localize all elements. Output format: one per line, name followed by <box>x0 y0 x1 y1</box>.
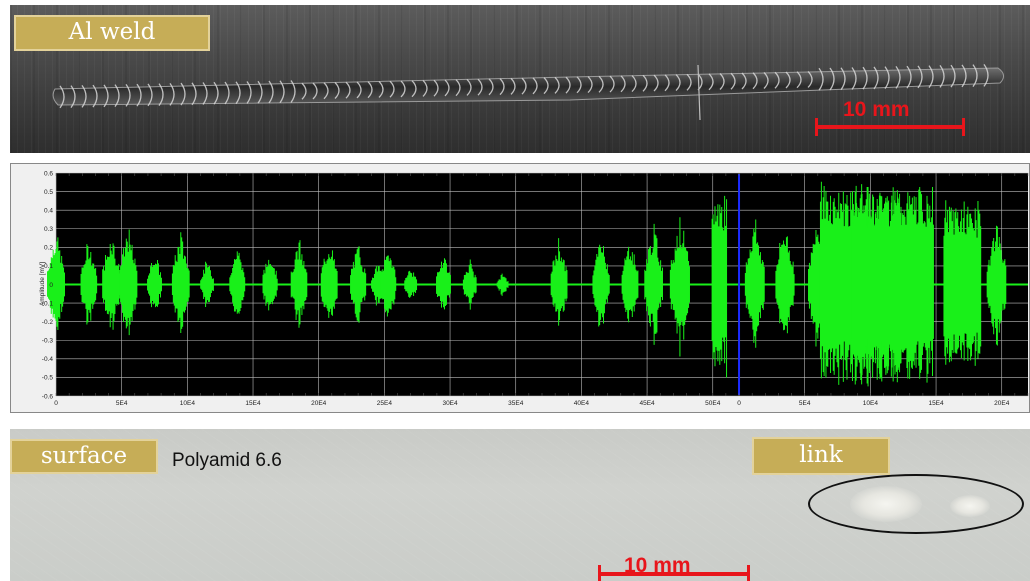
signal-chart-panel: 0.6 0.5 0.4 0.3 0.2 0.1 0 -0.1 -0.2 -0.3 -0.4 -0.5 -… <box>10 163 1030 413</box>
y-tick-label: -0.6 <box>42 393 54 400</box>
x-tick-label: 15E4 <box>245 400 261 407</box>
x-tick-label: 20E4 <box>994 400 1010 407</box>
x-tick-label: 40E4 <box>574 400 590 407</box>
x-tick-label: 5E4 <box>116 400 128 407</box>
weld-tag: Al weld <box>14 15 210 51</box>
y-tick-label: 0.4 <box>44 207 53 214</box>
x-tick-label: 35E4 <box>508 400 524 407</box>
scale-line <box>815 125 965 129</box>
y-tick-label: 0.2 <box>44 245 53 252</box>
x-tick-label: 10E4 <box>863 400 879 407</box>
y-tick-label: -0.4 <box>42 356 54 363</box>
scale-tick-left <box>815 118 818 136</box>
link-tag: link <box>752 437 890 475</box>
y-axis-label: Amplitude [mV] <box>39 262 46 306</box>
signal-burst <box>852 187 933 383</box>
x-tick-label: 20E4 <box>311 400 327 407</box>
x-tick-label: 5E4 <box>799 400 811 407</box>
weld-scale-label: 10 mm <box>843 98 910 122</box>
x-tick-label: 0 <box>737 400 741 407</box>
x-tick-label: 0 <box>54 400 58 407</box>
y-tick-label: 0 <box>49 282 53 289</box>
x-tick-label: 45E4 <box>639 400 655 407</box>
y-tick-label: -0.2 <box>42 319 54 326</box>
weld-scale-bar: 10 mm <box>815 98 965 138</box>
y-tick-label: 0.6 <box>44 170 53 177</box>
x-tick-label: 25E4 <box>377 400 393 407</box>
link-spot-large <box>850 486 922 522</box>
y-tick-label: 0.5 <box>44 189 53 196</box>
x-tick-label: 15E4 <box>928 400 944 407</box>
y-tick-label: 0.3 <box>44 226 53 233</box>
scale-tick-left <box>598 565 601 581</box>
surface-scale-bar: 10 mm <box>598 554 750 581</box>
scale-tick-right <box>747 565 750 581</box>
signal-chart: 0.60.50.40.30.20.10-0.1-0.2-0.3-0.4-0.5-… <box>11 164 1029 412</box>
x-tick-label: 10E4 <box>180 400 196 407</box>
link-spot-small <box>950 495 990 517</box>
surface-tag: surface <box>10 439 158 474</box>
surface-photo-panel: surface Polyamid 6.6 link 10 mm <box>10 429 1030 581</box>
material-label: Polyamid 6.6 <box>172 450 282 472</box>
weld-photo-panel: Al weld 10 mm <box>10 5 1030 153</box>
scale-line <box>598 572 750 576</box>
y-tick-label: -0.5 <box>42 375 54 382</box>
x-tick-label: 30E4 <box>442 400 458 407</box>
scale-tick-right <box>962 118 965 136</box>
y-tick-label: -0.3 <box>42 338 54 345</box>
x-tick-label: 50E4 <box>705 400 721 407</box>
